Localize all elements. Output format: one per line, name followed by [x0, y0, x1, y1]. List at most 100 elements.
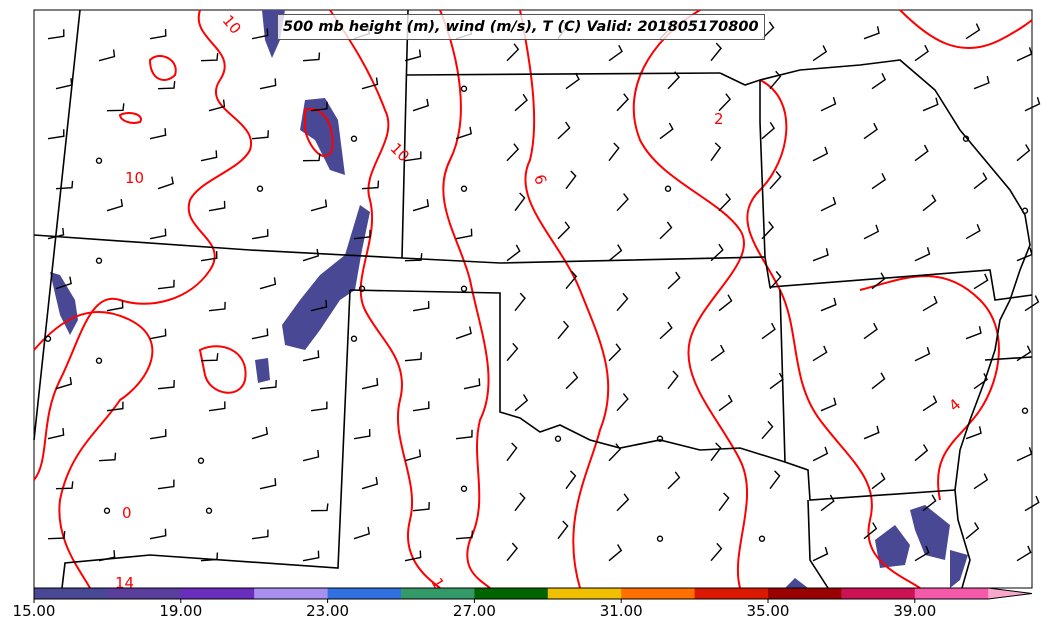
wind-barb	[251, 130, 269, 140]
wind-barb	[973, 273, 989, 290]
wind-barb	[820, 397, 837, 412]
colorbar-segment	[768, 588, 842, 599]
wind-barb	[506, 43, 520, 62]
wind-barb	[98, 49, 116, 62]
wind-barb	[761, 221, 775, 240]
colorbar-segment	[841, 588, 916, 599]
wind-barb	[718, 93, 732, 112]
wind-barb	[149, 28, 167, 40]
wind-barb	[718, 492, 730, 512]
wind-barb	[302, 550, 320, 562]
calm-wind-marker	[460, 185, 468, 192]
wind-barb	[506, 143, 520, 162]
wind-barb	[761, 420, 774, 440]
wind-barb	[149, 528, 167, 540]
calm-wind-marker	[664, 185, 672, 192]
wind-barb	[608, 343, 622, 362]
wind-barb	[565, 371, 579, 390]
wind-barb	[157, 279, 175, 290]
wind-barb	[404, 49, 422, 62]
wind-barb	[973, 473, 989, 490]
contour-label: 10	[125, 169, 144, 187]
wind-barb	[455, 326, 472, 340]
wind-barb	[557, 221, 571, 240]
calm-wind-marker	[758, 535, 766, 542]
wind-barb	[514, 394, 529, 412]
wind-barb	[200, 251, 218, 262]
wind-barb	[404, 449, 422, 462]
colorbar-segment	[327, 588, 402, 599]
colorbar-extend	[988, 588, 1032, 599]
wind-barb	[455, 530, 474, 540]
wind-barb	[55, 481, 74, 490]
wind-barb	[769, 70, 782, 90]
wind-barb	[106, 300, 124, 312]
wind-barb	[769, 270, 782, 290]
colorbar-tick-label: 15.00	[12, 602, 56, 620]
colorbar-tick-label: 39.00	[893, 602, 937, 620]
wind-barb	[302, 248, 320, 262]
wind-barb	[914, 44, 929, 62]
wind-barb	[208, 401, 226, 412]
wind-barb	[812, 248, 829, 262]
colorbar-segment	[914, 588, 989, 599]
wind-barb	[871, 372, 886, 390]
wind-barb	[922, 194, 937, 212]
wind-barb	[710, 42, 722, 62]
wind-barb	[608, 244, 623, 262]
wind-barb	[616, 93, 629, 112]
colorbar-segment	[401, 588, 475, 599]
wind-barb	[922, 97, 939, 112]
wind-barb	[506, 244, 521, 262]
wind-barb	[251, 28, 269, 40]
wind-barb	[353, 526, 371, 540]
wind-barb	[200, 52, 219, 62]
wind-barb	[863, 522, 878, 540]
wind-barb	[820, 196, 837, 212]
colorbar-tick-label: 27.00	[452, 602, 496, 620]
wind-barb	[812, 345, 828, 362]
wind-barb	[455, 429, 473, 440]
wind-barb	[565, 270, 578, 290]
wind-barb	[965, 326, 982, 340]
wind-barb	[914, 444, 929, 462]
wind-barb	[718, 294, 733, 312]
colorbar	[33, 587, 1033, 603]
wind-barb	[514, 93, 528, 112]
wind-barb	[106, 198, 124, 212]
wind-barb	[1024, 97, 1041, 112]
wind-barb	[761, 322, 776, 340]
wind-barb	[200, 552, 219, 562]
wind-barb	[404, 151, 422, 162]
colorbar-tick-label: 23.00	[306, 602, 350, 620]
wind-barb	[565, 72, 580, 90]
wind-barb	[863, 425, 880, 440]
wind-barb	[565, 470, 577, 490]
calm-wind-marker	[656, 435, 664, 442]
wind-barb	[361, 476, 379, 490]
wind-barb	[302, 350, 320, 362]
wind-barb	[863, 122, 878, 140]
wind-barb	[1016, 47, 1033, 62]
colorbar-segment	[621, 588, 696, 599]
wind-barb	[251, 229, 269, 240]
wind-barb	[200, 150, 218, 162]
wind-barb	[667, 71, 680, 90]
wind-barb	[659, 122, 674, 140]
wind-barb	[55, 78, 73, 90]
wind-barb	[361, 77, 379, 90]
wind-barb	[812, 446, 829, 462]
wind-barb	[157, 81, 176, 90]
wind-barb	[863, 322, 878, 340]
wind-barb	[965, 223, 981, 240]
colorbar-segment	[180, 588, 255, 599]
wind-barb	[608, 142, 620, 162]
wind-barb	[412, 401, 430, 412]
wind-barb	[310, 101, 328, 112]
colorbar-segment	[547, 588, 622, 599]
wind-barb	[914, 144, 929, 162]
wind-barb	[1024, 495, 1040, 512]
wind-barb	[1016, 144, 1031, 162]
wind-barb	[251, 427, 269, 440]
calm-wind-marker	[95, 257, 103, 264]
